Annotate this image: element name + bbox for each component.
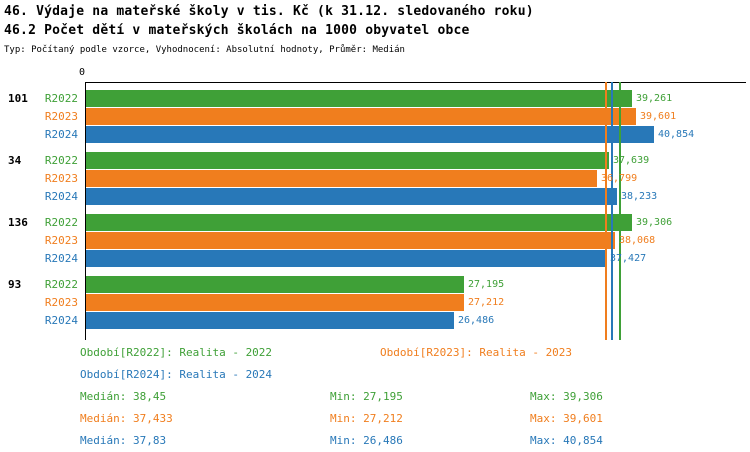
stat-min-r2022: Min: 27,195 [330,390,403,403]
series-label-r2023: R2023 [44,296,78,309]
series-label-r2022: R2022 [44,154,78,167]
series-label-r2024: R2024 [44,190,78,203]
stat-median-r2023: Medián: 37,433 [80,412,173,425]
value-label-136-r2023: 38,068 [619,235,656,246]
median-line-r2022 [619,82,621,340]
bar-101-r2022 [86,90,632,107]
value-label-93-r2023: 27,212 [468,297,505,308]
chart-title-line2: 46.2 Počet dětí v mateřských školách na … [4,23,470,38]
series-label-r2023: R2023 [44,110,78,123]
plot-area: 101 R2022 39,261 R2023 39,601 R2024 40,854 34 R2… [0,82,750,340]
median-line-r2024 [611,82,613,340]
value-label-34-r2022: 37,639 [613,155,650,166]
group-label-34: 34 [8,154,22,167]
bar-34-r2023 [86,170,597,187]
stat-median-r2024: Medián: 37,83 [80,434,167,447]
series-label-r2023: R2023 [44,172,78,185]
series-label-r2023: R2023 [44,234,78,247]
bar-34-r2024 [86,188,617,205]
bar-chart: 0 101 R2022 39,261 R2023 39,601 R2024 40,854 34… [0,67,750,340]
value-label-93-r2022: 27,195 [468,279,505,290]
stat-max-r2022: Max: 39,306 [530,390,603,403]
legend-item-r2022: Období[R2022]: Realita - 2022 [80,346,273,359]
y-axis-line [85,82,86,340]
group-label-93: 93 [8,278,22,291]
bar-93-r2024 [86,312,454,329]
chart-subtitle: Typ: Počítaný podle vzorce, Vyhodnocení:… [4,45,405,55]
bar-101-r2023 [86,108,636,125]
value-label-34-r2024: 38,233 [621,191,658,202]
series-label-r2022: R2022 [44,278,78,291]
value-label-93-r2024: 26,486 [458,315,495,326]
series-label-r2022: R2022 [44,216,78,229]
stat-max-r2024: Max: 40,854 [530,434,603,447]
bar-93-r2022 [86,276,464,293]
series-label-r2024: R2024 [44,252,78,265]
value-label-101-r2022: 39,261 [636,93,673,104]
stat-min-r2023: Min: 27,212 [330,412,403,425]
median-line-r2023 [605,82,607,340]
axis-tick-label-zero: 0 [79,67,86,78]
bar-136-r2023 [86,232,615,249]
chart-title-line1: 46. Výdaje na mateřské školy v tis. Kč (… [4,4,534,19]
x-axis-line [85,82,746,83]
stat-median-r2022: Medián: 38,45 [80,390,167,403]
legend-item-r2023: Období[R2023]: Realita - 2023 [380,346,573,359]
value-label-101-r2023: 39,601 [640,111,677,122]
series-label-r2024: R2024 [44,128,78,141]
series-label-r2024: R2024 [44,314,78,327]
bar-34-r2022 [86,152,609,169]
value-label-34-r2023: 36,799 [601,173,638,184]
value-label-136-r2022: 39,306 [636,217,673,228]
stat-max-r2023: Max: 39,601 [530,412,603,425]
bar-101-r2024 [86,126,654,143]
value-label-136-r2024: 37,427 [610,253,647,264]
value-label-101-r2024: 40,854 [658,129,695,140]
series-label-r2022: R2022 [44,92,78,105]
group-label-136: 136 [8,216,28,229]
bar-136-r2022 [86,214,632,231]
bar-136-r2024 [86,250,606,267]
legend-item-r2024: Období[R2024]: Realita - 2024 [80,368,273,381]
stat-min-r2024: Min: 26,486 [330,434,403,447]
bar-93-r2023 [86,294,464,311]
group-label-101: 101 [8,92,28,105]
